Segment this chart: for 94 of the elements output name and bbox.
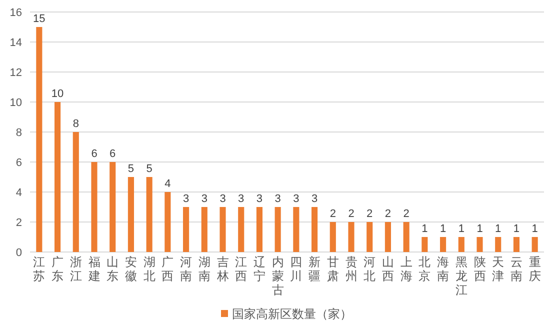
bar <box>403 222 410 252</box>
x-tick-label: 河北 <box>364 255 376 283</box>
y-tick-label: 12 <box>10 67 22 79</box>
bar <box>495 237 502 252</box>
data-label: 2 <box>384 208 392 220</box>
bar <box>513 237 520 252</box>
x-tick-label: 辽宁 <box>253 255 266 283</box>
bar <box>238 207 244 252</box>
x-tick-label: 河南 <box>180 255 192 283</box>
bar <box>128 177 134 252</box>
x-tick-label: 安徽 <box>124 255 137 283</box>
x-tick-label: 天津 <box>492 255 504 283</box>
data-label: 1 <box>532 223 538 235</box>
data-label: 10 <box>51 88 64 100</box>
data-label: 3 <box>256 193 263 205</box>
bar <box>532 237 538 252</box>
x-tick-label: 黑龙江 <box>455 255 468 297</box>
x-tick-label: 四川 <box>290 255 302 283</box>
data-label: 2 <box>348 208 354 220</box>
bar <box>366 222 373 252</box>
data-label: 1 <box>422 223 428 235</box>
x-tick-label: 福建 <box>87 255 100 283</box>
data-label: 3 <box>182 193 190 205</box>
bar <box>146 177 152 252</box>
y-tick-label: 16 <box>10 7 22 19</box>
bar <box>110 162 116 252</box>
bar <box>36 27 42 252</box>
x-tick-label: 山西 <box>382 255 394 283</box>
bar <box>440 237 446 252</box>
x-tick-label: 湖北 <box>143 255 156 283</box>
y-tick-label: 4 <box>16 187 22 199</box>
bar <box>330 222 336 252</box>
x-tick-label: 江苏 <box>33 255 46 283</box>
bar <box>201 207 208 252</box>
x-tick-label: 山东 <box>106 255 119 283</box>
bar <box>348 222 354 252</box>
data-label: 4 <box>164 178 171 190</box>
data-label: 1 <box>476 223 483 235</box>
bar <box>384 222 391 252</box>
x-tick-label: 北京 <box>418 255 431 283</box>
data-label: 3 <box>293 193 300 205</box>
bar <box>274 207 281 252</box>
y-tick-label: 0 <box>16 247 22 259</box>
bar <box>72 132 79 252</box>
bar <box>422 237 428 252</box>
x-tick-label: 海南 <box>437 255 450 283</box>
bar <box>256 207 262 252</box>
data-label: 3 <box>238 193 244 205</box>
bar <box>293 207 300 252</box>
data-label: 6 <box>110 148 116 160</box>
data-label: 1 <box>458 223 464 235</box>
x-tick-label: 上海 <box>400 255 412 283</box>
data-label: 2 <box>330 208 336 220</box>
data-label: 6 <box>91 148 98 160</box>
y-tick-label: 2 <box>16 217 22 229</box>
data-label: 15 <box>33 13 46 25</box>
data-label: 2 <box>403 208 410 220</box>
x-tick-label: 广东 <box>52 255 64 283</box>
bar <box>54 102 61 252</box>
data-label: 3 <box>311 193 318 205</box>
bar <box>91 162 98 252</box>
bar <box>458 237 464 252</box>
data-label: 5 <box>146 163 152 175</box>
x-tick-label: 云南 <box>510 255 522 283</box>
x-tick-label: 陕西 <box>474 255 486 283</box>
bar <box>312 207 318 252</box>
y-tick-label: 6 <box>16 157 22 169</box>
x-tick-label: 湖南 <box>198 255 210 283</box>
data-label: 1 <box>513 223 520 235</box>
data-label: 2 <box>366 208 373 220</box>
data-label: 1 <box>440 223 446 235</box>
data-label: 3 <box>220 193 226 205</box>
x-tick-label: 内蒙古 <box>272 255 284 297</box>
data-label: 1 <box>495 223 502 235</box>
bar <box>220 207 226 252</box>
data-label: 3 <box>201 193 208 205</box>
data-label: 5 <box>128 163 134 175</box>
data-label: 8 <box>72 118 79 130</box>
x-tick-label: 贵州 <box>345 255 358 283</box>
bar <box>476 237 483 252</box>
x-tick-label: 甘肃 <box>326 255 339 283</box>
x-tick-label: 重庆 <box>528 255 541 283</box>
y-tick-label: 8 <box>16 127 22 139</box>
x-tick-label: 江西 <box>235 255 248 283</box>
x-tick-label: 新疆 <box>308 255 321 283</box>
x-tick-label: 浙江 <box>70 255 82 283</box>
x-tick-label: 广西 <box>162 255 174 283</box>
y-tick-label: 14 <box>10 37 22 49</box>
y-tick-label: 10 <box>10 97 22 109</box>
bar <box>183 207 190 252</box>
x-tick-label: 吉林 <box>216 255 229 283</box>
data-label: 3 <box>274 193 281 205</box>
legend-label: 国家高新区数量（家） <box>232 307 352 321</box>
bar <box>164 192 171 252</box>
